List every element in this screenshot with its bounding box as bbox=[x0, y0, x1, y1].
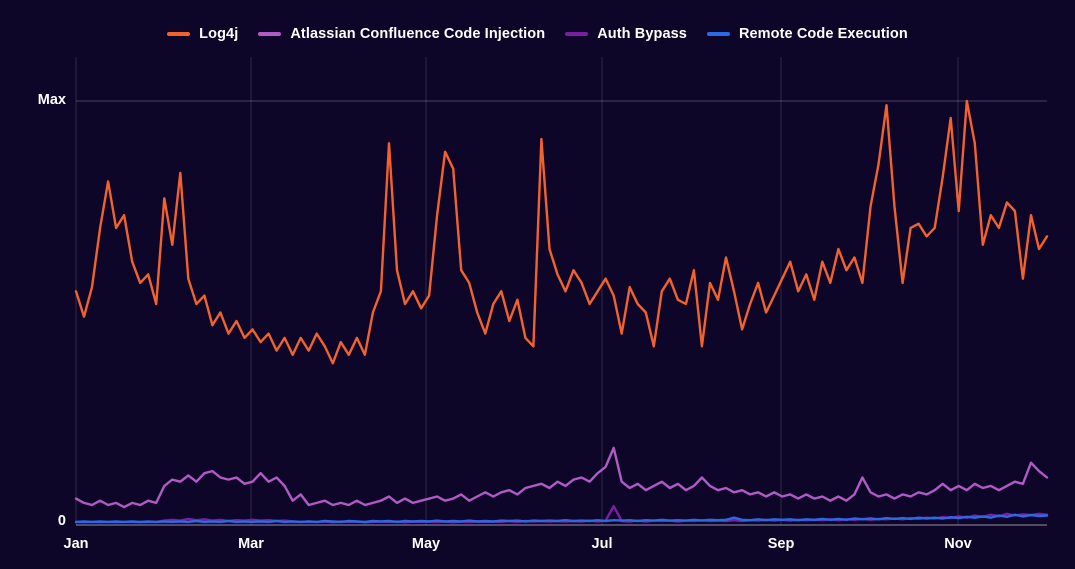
legend-item-atlassian-confluence-code-injection[interactable]: Atlassian Confluence Code Injection bbox=[258, 26, 545, 42]
legend-swatch-log4j bbox=[167, 32, 191, 36]
x-tick-mar: Mar bbox=[238, 536, 264, 552]
legend-swatch-auth-bypass bbox=[565, 32, 589, 36]
series-line-remote-code-execution bbox=[74, 513, 1049, 524]
chart-legend: Log4j Atlassian Confluence Code Injectio… bbox=[0, 24, 1075, 44]
series-line-log4j bbox=[74, 99, 1049, 365]
legend-item-auth-bypass[interactable]: Auth Bypass bbox=[565, 26, 687, 42]
x-tick-nov: Nov bbox=[944, 536, 972, 552]
x-tick-jul: Jul bbox=[591, 536, 613, 552]
series-line-atlassian-confluence-code-injection bbox=[74, 446, 1049, 509]
x-tick-may: May bbox=[411, 536, 441, 552]
legend-item-log4j[interactable]: Log4j bbox=[167, 26, 238, 42]
legend-item-remote-code-execution[interactable]: Remote Code Execution bbox=[706, 26, 908, 42]
legend-label-log4j: Log4j bbox=[199, 26, 239, 42]
legend-label-remote-code-execution: Remote Code Execution bbox=[738, 26, 908, 42]
legend-swatch-remote-code-execution bbox=[706, 32, 730, 36]
legend-swatch-atlassian-confluence-code-injection bbox=[258, 32, 282, 36]
y-axis-zero-label: 0 bbox=[57, 513, 66, 529]
x-tick-sep: Sep bbox=[767, 536, 795, 552]
legend-label-atlassian-confluence-code-injection: Atlassian Confluence Code Injection bbox=[290, 26, 546, 42]
legend-label-auth-bypass: Auth Bypass bbox=[597, 26, 687, 42]
x-tick-jan: Jan bbox=[63, 536, 89, 552]
y-axis-max-label: Max bbox=[37, 92, 66, 108]
